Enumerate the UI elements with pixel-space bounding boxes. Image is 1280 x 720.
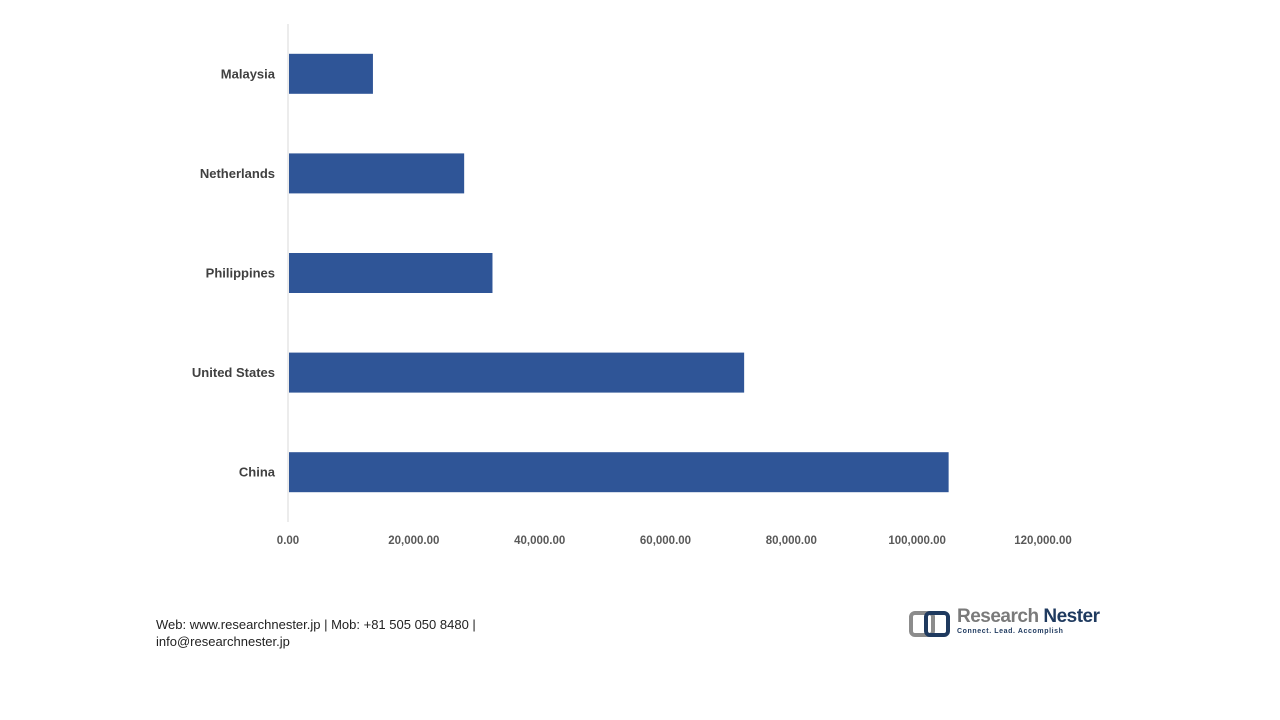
logo-name-part2: Nester [1043,606,1100,627]
logo-name-part1: Research [957,606,1039,627]
category-label: Netherlands [200,166,275,181]
logo-tagline: Connect. Lead. Accomplish [957,628,1064,635]
category-label: Philippines [206,266,275,281]
x-tick-labels-group: 0.00 20,000.00 40,000.00 60,000.00 80,000.00… [277,535,1072,547]
research-nester-logo: Research Nester Connect. Lead. Accomplis… [909,606,1100,640]
logo-mark-icon [909,611,950,637]
bar-united-states [289,352,745,393]
footer-contact-line1: Web: www.researchnester.jp | Mob: +81 50… [156,617,476,632]
footer-contact-line2: info@researchnester.jp [156,634,290,649]
logo-name: Research Nester [957,606,1100,628]
category-label: China [239,465,276,480]
category-label: United States [192,365,275,380]
bar-china [289,452,949,493]
x-tick-label: 0.00 [277,535,299,547]
x-tick-label: 60,000.00 [640,535,691,547]
x-tick-label: 100,000.00 [888,535,946,547]
category-labels-group: Malaysia Netherlands Philippines United Sta… [192,66,276,479]
x-tick-label: 120,000.00 [1014,535,1072,547]
footer-contact: Web: www.researchnester.jp | Mob: +81 50… [156,616,516,650]
x-tick-label: 80,000.00 [766,535,817,547]
x-tick-label: 20,000.00 [388,535,439,547]
bar-philippines [289,253,493,293]
bar-netherlands [289,153,465,194]
bars-group [289,53,949,493]
x-tick-label: 40,000.00 [514,535,565,547]
bar-malaysia [289,53,373,94]
bar-chart: Malaysia Netherlands Philippines United Sta… [192,24,1072,547]
category-label: Malaysia [221,66,276,81]
